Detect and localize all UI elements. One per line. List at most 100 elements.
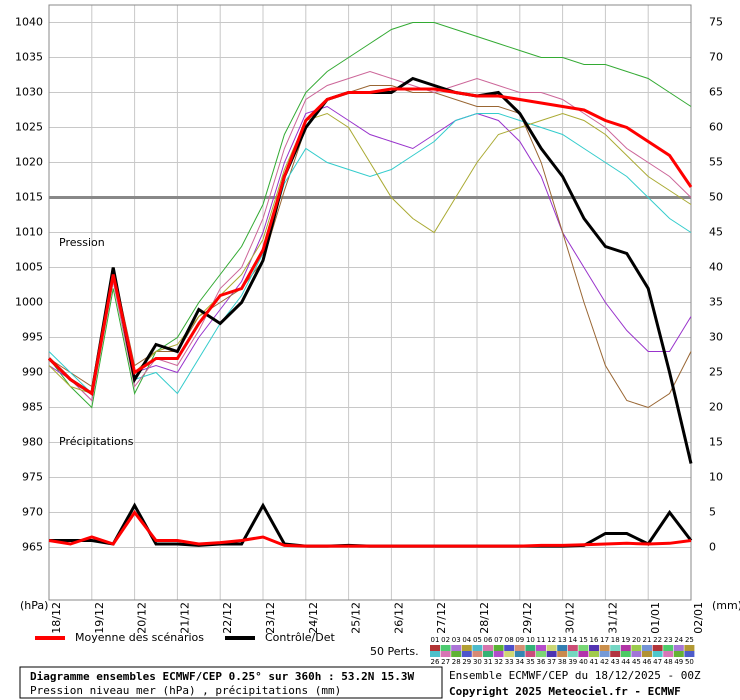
member-swatch [589, 651, 599, 657]
member-label: 08 [505, 636, 514, 644]
member-swatch [599, 651, 610, 657]
member-swatch [557, 645, 568, 651]
member-label: 42 [600, 658, 609, 666]
member-label: 46 [643, 658, 652, 666]
member-swatch [673, 645, 684, 651]
y2-tick-label: 65 [709, 86, 723, 99]
y2-tick-label: 75 [709, 16, 723, 29]
member-label: 01 [431, 636, 440, 644]
member-label: 06 [484, 636, 493, 644]
member-swatch [472, 645, 483, 651]
member-label: 37 [547, 658, 556, 666]
y-tick-label: 995 [22, 331, 43, 344]
x-tick-label: 29/12 [521, 602, 534, 634]
x-tick-label: 26/12 [392, 602, 405, 634]
member-label: 17 [600, 636, 609, 644]
member-swatch [631, 645, 642, 651]
member-label: 03 [452, 636, 461, 644]
member-label: 12 [547, 636, 556, 644]
member-label: 48 [664, 658, 673, 666]
member-swatch [504, 651, 515, 657]
member-swatch [684, 651, 695, 657]
member-swatch [430, 645, 440, 651]
member-label: 30 [473, 658, 482, 666]
panel-label: Pression [59, 236, 105, 249]
x-tick-label: 20/12 [136, 602, 149, 634]
copyright: Copyright 2025 Meteociel.fr - ECMWF [449, 685, 681, 698]
x-tick-label: 25/12 [350, 602, 363, 634]
member-swatch [451, 645, 462, 651]
y-tick-label: 980 [22, 436, 43, 449]
y2-tick-label: 5 [709, 506, 716, 519]
member-swatch [663, 651, 674, 657]
member-label: 25 [685, 636, 694, 644]
x-tick-label: 24/12 [307, 602, 320, 634]
member-swatch [514, 645, 525, 651]
x-tick-label: 19/12 [93, 602, 106, 634]
member-swatch [483, 645, 493, 651]
y2-tick-label: 60 [709, 121, 723, 134]
member-swatch [620, 651, 631, 657]
member-label: 36 [537, 658, 546, 666]
precip-line [48, 509, 692, 548]
member-swatch [631, 651, 642, 657]
member-label: 19 [621, 636, 630, 644]
y2-tick-label: 10 [709, 471, 723, 484]
y2-tick-label: 0 [709, 541, 716, 554]
members-label: 50 Perts. [370, 645, 419, 658]
chart-title: Diagramme ensembles ECMWF/CEP 0.25° sur … [30, 670, 414, 683]
x-tick-label: 01/01 [649, 602, 662, 634]
member-label: 27 [441, 658, 450, 666]
member-label: 31 [484, 658, 493, 666]
member-label: 21 [643, 636, 652, 644]
member-swatch [525, 645, 536, 651]
perturbation-line [48, 113, 692, 395]
member-swatch [536, 645, 546, 651]
member-swatch [451, 651, 462, 657]
y-axis-label: (hPa) [20, 599, 48, 612]
member-swatch [599, 645, 610, 651]
x-tick-label: 31/12 [606, 602, 619, 634]
x-tick-label: 22/12 [221, 602, 234, 634]
member-swatch [493, 645, 504, 651]
member-label: 44 [621, 658, 630, 666]
member-swatch [504, 645, 515, 651]
y-tick-label: 1040 [15, 16, 43, 29]
member-label: 45 [632, 658, 641, 666]
member-swatch [546, 645, 557, 651]
member-swatch [440, 651, 451, 657]
member-label: 34 [515, 658, 524, 666]
y2-tick-label: 20 [709, 401, 723, 414]
y2-tick-label: 15 [709, 436, 723, 449]
member-label: 41 [590, 658, 599, 666]
x-tick-label: 27/12 [435, 602, 448, 634]
y2-tick-label: 25 [709, 366, 723, 379]
member-label: 33 [505, 658, 514, 666]
member-label: 32 [494, 658, 503, 666]
perturbation-line [48, 112, 692, 395]
y-tick-label: 965 [22, 541, 43, 554]
y-tick-label: 1005 [15, 261, 43, 274]
y-tick-label: 1035 [15, 51, 43, 64]
member-swatch [567, 645, 578, 651]
panel-label: Précipitations [59, 435, 134, 448]
member-label: 09 [515, 636, 524, 644]
member-swatch [642, 651, 652, 657]
member-swatch [589, 645, 599, 651]
member-swatch [610, 645, 621, 651]
y2-tick-label: 40 [709, 261, 723, 274]
y-tick-label: 975 [22, 471, 43, 484]
member-label: 29 [462, 658, 471, 666]
member-swatch [610, 651, 621, 657]
member-swatch [536, 651, 546, 657]
member-label: 43 [611, 658, 620, 666]
run-info: Ensemble ECMWF/CEP du 18/12/2025 - 00Z [449, 669, 701, 682]
chart-subtitle: Pression niveau mer (hPa) , précipitatio… [30, 684, 341, 697]
plot-frame [48, 4, 692, 601]
y2-tick-label: 45 [709, 226, 723, 239]
member-label: 38 [558, 658, 567, 666]
member-swatch [514, 651, 525, 657]
member-label: 07 [494, 636, 503, 644]
y2-tick-label: 30 [709, 331, 723, 344]
member-swatch [440, 645, 451, 651]
